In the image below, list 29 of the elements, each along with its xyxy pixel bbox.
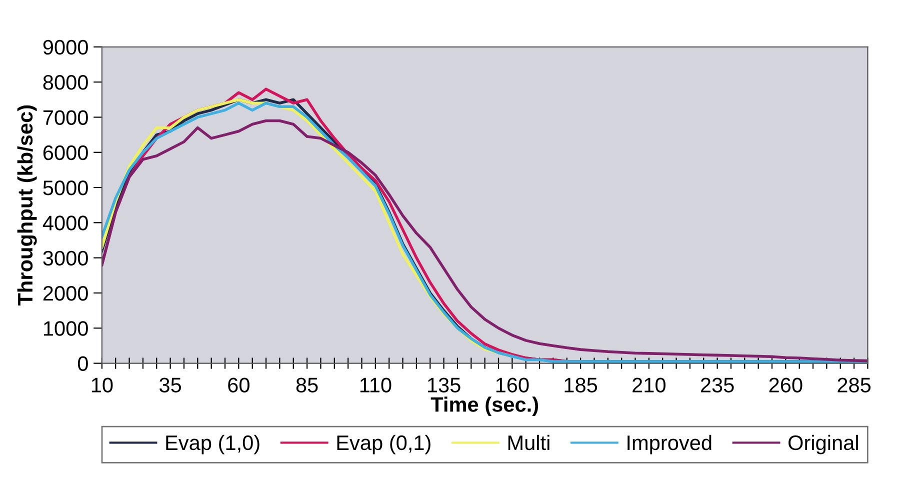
x-axis-title: Time (sec.) bbox=[430, 396, 538, 416]
legend-label: Original bbox=[788, 434, 858, 454]
legend-label: Improved bbox=[628, 434, 712, 454]
x-tick-label: 85 bbox=[296, 378, 318, 392]
x-tick-label: 235 bbox=[700, 378, 734, 392]
legend-label: Multi bbox=[508, 434, 550, 450]
y-tick-label: 3000 bbox=[43, 250, 88, 266]
x-tick-label: 35 bbox=[160, 378, 182, 392]
x-tick-label: 210 bbox=[632, 378, 666, 392]
legend-label: Evap (0,1) bbox=[337, 434, 430, 454]
x-tick-label: 110 bbox=[360, 378, 392, 392]
y-tick-label: 7000 bbox=[43, 110, 88, 125]
y-tick-label: 2000 bbox=[43, 286, 88, 301]
x-tick-label: 60 bbox=[228, 378, 250, 392]
x-tick-label: 10 bbox=[92, 378, 113, 392]
y-tick-label: 6000 bbox=[43, 145, 88, 160]
y-tick-label: 0 bbox=[78, 356, 88, 372]
y-tick-label: 9000 bbox=[43, 40, 88, 55]
y-tick-label: 5000 bbox=[43, 180, 88, 196]
y-tick-label: 1000 bbox=[44, 321, 88, 336]
x-tick-label: 260 bbox=[769, 378, 802, 392]
y-tick-label: 4000 bbox=[42, 216, 88, 230]
y-axis-title: Throughput (kb/sec) bbox=[17, 105, 37, 306]
x-tick-label: 285 bbox=[838, 378, 871, 392]
x-tick-label: 185 bbox=[564, 378, 598, 392]
legend-label: Evap (1,0) bbox=[166, 434, 260, 454]
y-tick-label: 8000 bbox=[43, 75, 88, 90]
x-tick-label: 160 bbox=[496, 378, 529, 392]
x-tick-label: 135 bbox=[428, 378, 460, 392]
